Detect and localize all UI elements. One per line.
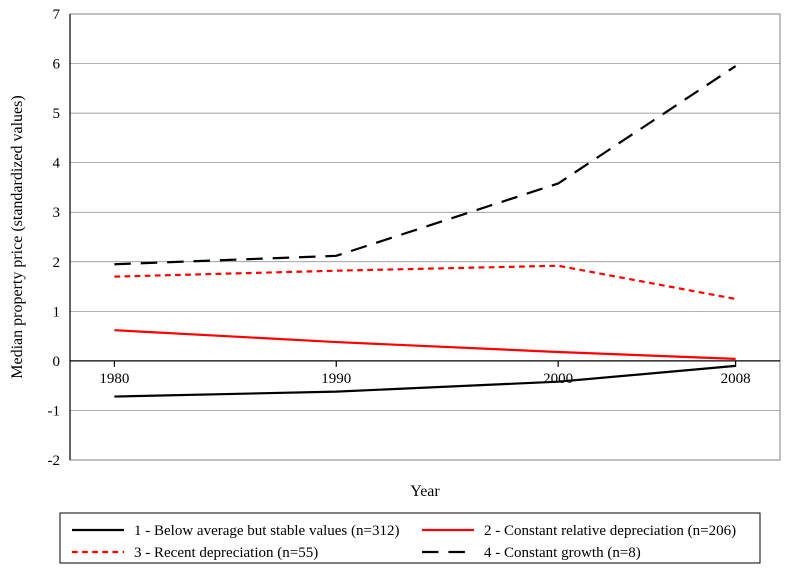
y-axis-label: Median property price (standardized valu… [9,95,26,378]
y-tick-label: 2 [53,255,61,271]
legend-label: 3 - Recent depreciation (n=55) [134,545,318,561]
y-tick-label: 5 [53,106,61,122]
y-tick-label: -1 [48,403,61,419]
y-tick-label: 6 [53,57,61,73]
legend-label: 4 - Constant growth (n=8) [484,545,641,561]
legend-label: 2 - Constant relative depreciation (n=20… [484,523,736,539]
x-tick-label: 2008 [721,371,751,387]
y-tick-label: 1 [53,304,61,320]
y-tick-label: 4 [53,156,61,172]
x-tick-label: 1990 [321,371,351,387]
chart-background [0,0,800,569]
y-tick-label: 0 [53,354,61,370]
x-axis-label: Year [410,483,440,500]
property-price-chart: -2 -1 0 1 2 3 4 5 6 7 1980 1990 2000 2008 Median pro… [0,0,800,569]
legend-label: 1 - Below average but stable values (n=3… [134,523,399,539]
y-tick-label: 3 [53,205,61,221]
x-tick-label: 2000 [543,371,573,387]
y-tick-label: 7 [53,7,61,23]
x-tick-label: 1980 [99,371,129,387]
y-tick-label: -2 [48,453,61,469]
